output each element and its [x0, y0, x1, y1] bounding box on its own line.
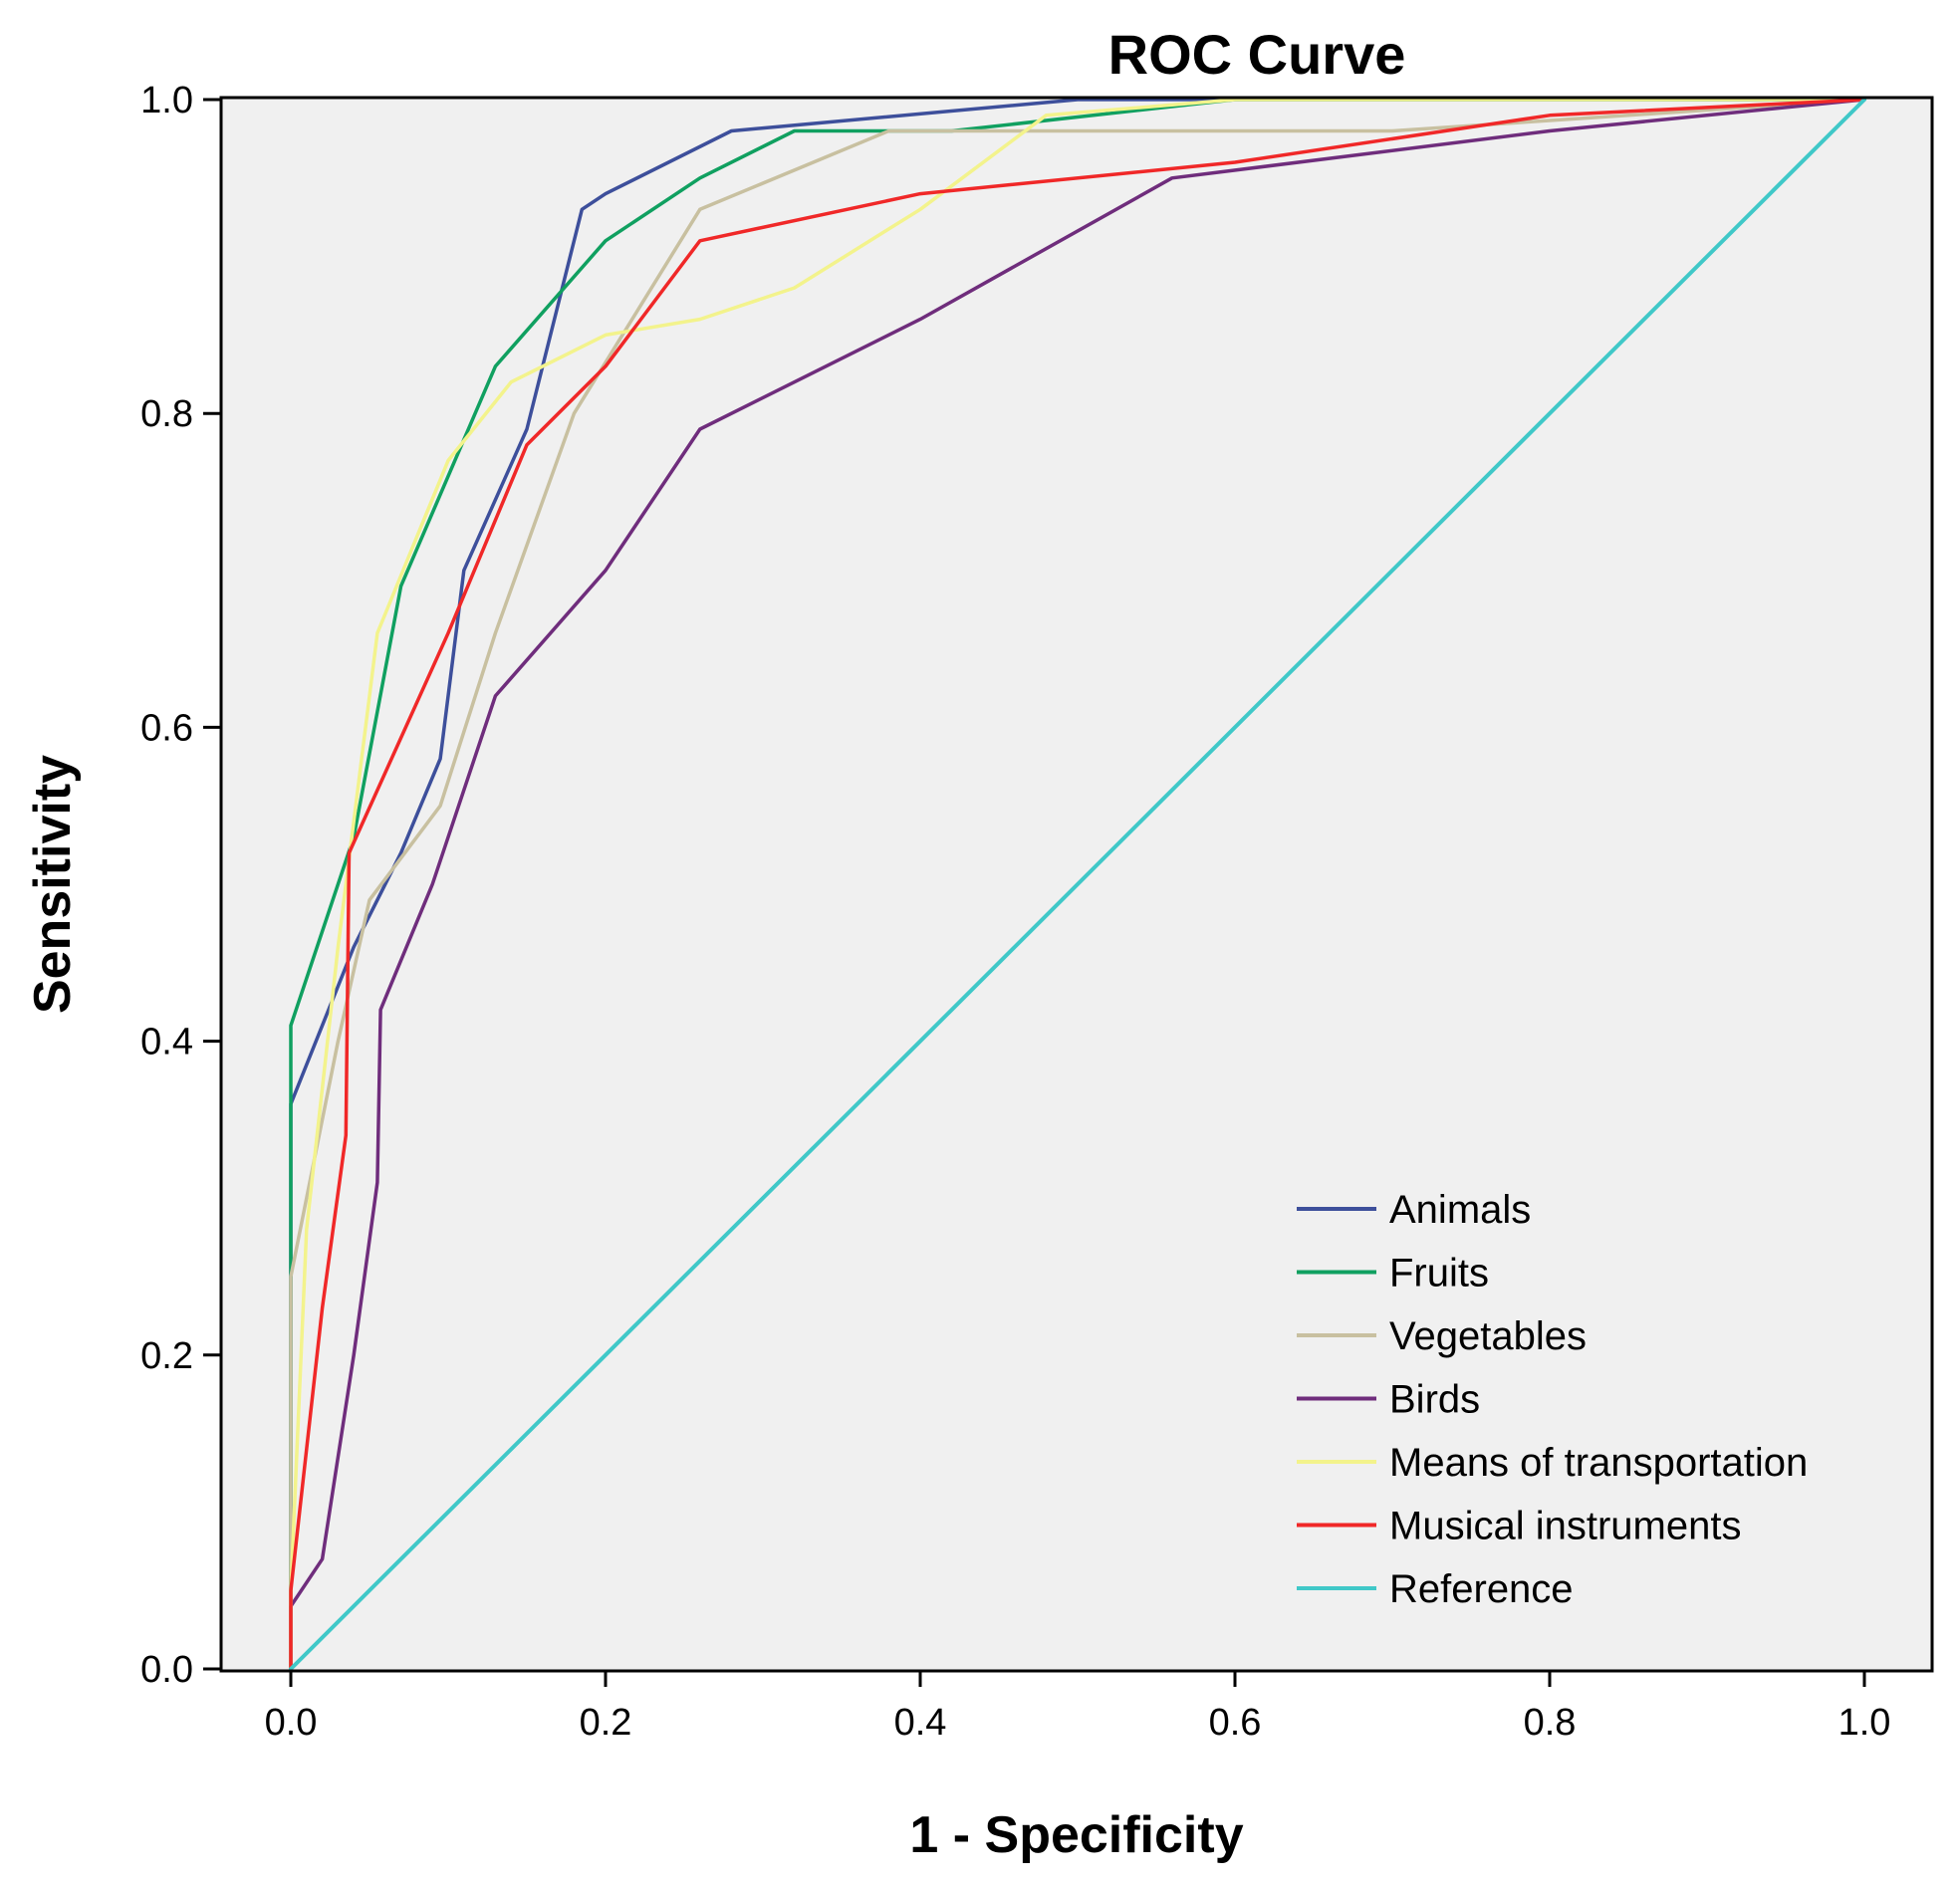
x-tick-label: 0.0: [265, 1702, 318, 1744]
legend-label: Birds: [1389, 1378, 1480, 1422]
x-tick-label: 1.0: [1838, 1702, 1891, 1744]
y-tick-label: 0.4: [140, 1022, 193, 1063]
legend-label: Means of transportation: [1389, 1441, 1808, 1485]
x-tick-label: 0.2: [580, 1702, 632, 1744]
series-line-musical-instruments: [289, 98, 1866, 1671]
series-line-vegetables: [289, 98, 1866, 1671]
y-tick-label: 0.0: [140, 1649, 193, 1691]
x-tick-label: 0.4: [894, 1702, 947, 1744]
legend-label: Animals: [1389, 1188, 1531, 1232]
y-axis-title: Sensitivity: [24, 755, 82, 1014]
legend-label: Fruits: [1389, 1252, 1489, 1296]
series-line-animals: [289, 98, 1866, 1671]
x-tick-label: 0.8: [1524, 1702, 1577, 1744]
plot-frame: [219, 96, 1934, 1673]
y-tick-label: 0.6: [140, 707, 193, 749]
legend-label: Reference: [1389, 1567, 1574, 1611]
x-tick-label: 0.6: [1209, 1702, 1262, 1744]
legend-label: Musical instruments: [1389, 1505, 1741, 1548]
x-axis-title: 1 - Specificity: [909, 1806, 1243, 1864]
chart-title: ROC Curve: [1108, 23, 1406, 86]
legend: Animals Fruits Vegetables Birds Means of tra…: [1297, 1188, 1808, 1611]
series-line-means-of-transportation: [289, 98, 1866, 1671]
y-tick-label: 1.0: [140, 80, 193, 121]
ticks-layer: 0.0 0.2 0.4 0.6 0.8 1.0 0.0 0.2 0.4 0.6 0.8 1.0: [140, 80, 1890, 1744]
legend-label: Vegetables: [1389, 1314, 1587, 1358]
series-line-fruits: [289, 98, 1866, 1671]
series-layer: [289, 98, 1866, 1671]
y-tick-label: 0.8: [140, 393, 193, 435]
series-line-reference: [289, 98, 1866, 1671]
series-line-birds: [289, 98, 1866, 1671]
y-tick-label: 0.2: [140, 1335, 193, 1377]
